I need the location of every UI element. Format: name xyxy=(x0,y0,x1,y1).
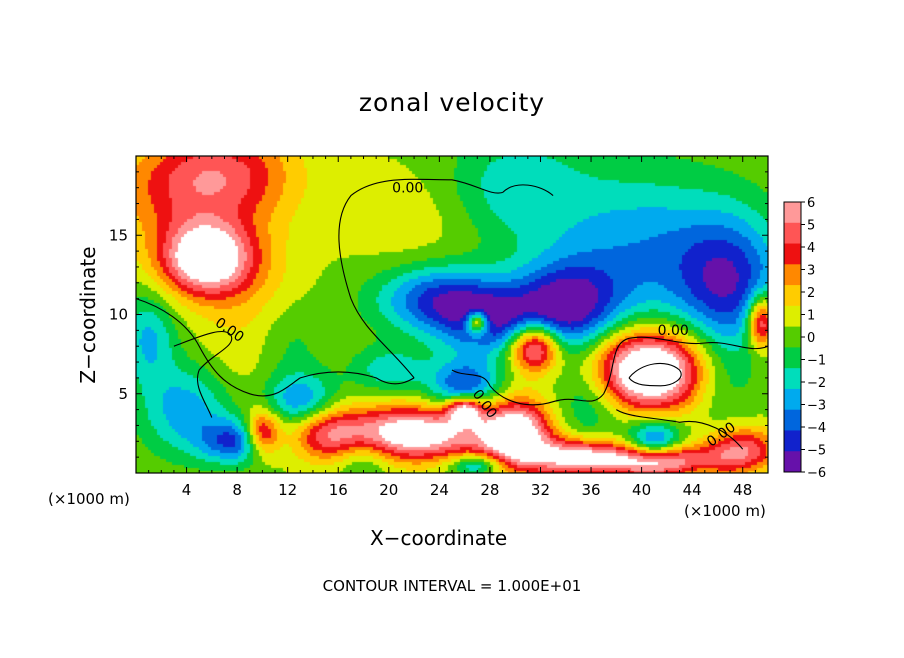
x-tick-label: 32 xyxy=(531,481,550,499)
colorbar-swatch xyxy=(784,285,801,307)
colorbar-swatch xyxy=(784,409,801,431)
contour-line xyxy=(502,184,554,197)
heatmap-field xyxy=(136,156,768,473)
contour-label: 0.00 xyxy=(658,323,689,339)
colorbar-swatch xyxy=(784,305,801,328)
contour-label: 0.00 xyxy=(392,180,423,196)
contour-line xyxy=(628,362,682,387)
x-tick-label: 48 xyxy=(733,481,752,499)
x-unit-left: (×1000 m) xyxy=(48,490,130,508)
contour-line xyxy=(173,331,233,418)
x-tick-label: 24 xyxy=(430,481,449,499)
colorbar-label: 0 xyxy=(807,331,815,346)
colorbar-label: 4 xyxy=(807,241,815,256)
x-tick-label: 36 xyxy=(581,481,600,499)
colorbar-swatch xyxy=(784,264,801,286)
x-tick-label: 44 xyxy=(683,481,702,499)
x-axis-label: X−coordinate xyxy=(370,526,508,550)
contour-interval-note: CONTOUR INTERVAL = 1.000E+01 xyxy=(322,577,582,595)
chart-title: zonal velocity xyxy=(358,88,546,117)
colorbar-label: −4 xyxy=(807,421,826,436)
colorbar-label: −5 xyxy=(807,444,826,459)
x-tick-label: 8 xyxy=(232,481,242,499)
y-tick-label: 15 xyxy=(109,226,128,244)
colorbar-swatch xyxy=(784,388,801,411)
x-tick-label: 28 xyxy=(480,481,499,499)
colorbar-swatch xyxy=(784,202,801,224)
contour-line xyxy=(616,409,744,450)
colorbar-swatch xyxy=(784,222,801,245)
colorbar-label: 2 xyxy=(807,286,815,301)
y-tick-label: 10 xyxy=(109,306,128,324)
colorbar-label: −1 xyxy=(807,354,826,369)
x-unit-right: (×1000 m) xyxy=(684,502,766,520)
colorbar-swatch xyxy=(784,326,801,348)
contour-line xyxy=(135,298,415,397)
contour-line xyxy=(451,336,769,406)
colorbar-label: −3 xyxy=(807,399,826,414)
x-tick-label: 4 xyxy=(182,481,192,499)
y-axis-label: Z−coordinate xyxy=(76,246,100,384)
x-tick-label: 16 xyxy=(329,481,348,499)
colorbar-label: −6 xyxy=(807,466,826,481)
colorbar-label: 6 xyxy=(807,196,815,211)
colorbar-label: 3 xyxy=(807,264,815,279)
colorbar-swatch xyxy=(784,243,801,265)
x-tick-label: 12 xyxy=(278,481,297,499)
colorbar-label: −2 xyxy=(807,376,826,391)
y-tick-label: 5 xyxy=(118,385,128,403)
contour-line xyxy=(338,178,503,379)
colorbar-swatch xyxy=(784,430,801,452)
colorbar-swatch xyxy=(784,347,801,369)
colorbar-label: 5 xyxy=(807,219,815,234)
colorbar-swatch xyxy=(784,368,801,390)
x-tick-label: 20 xyxy=(379,481,398,499)
colorbar-label: 1 xyxy=(807,309,815,324)
colorbar-swatch xyxy=(784,451,801,473)
x-tick-label: 40 xyxy=(632,481,651,499)
